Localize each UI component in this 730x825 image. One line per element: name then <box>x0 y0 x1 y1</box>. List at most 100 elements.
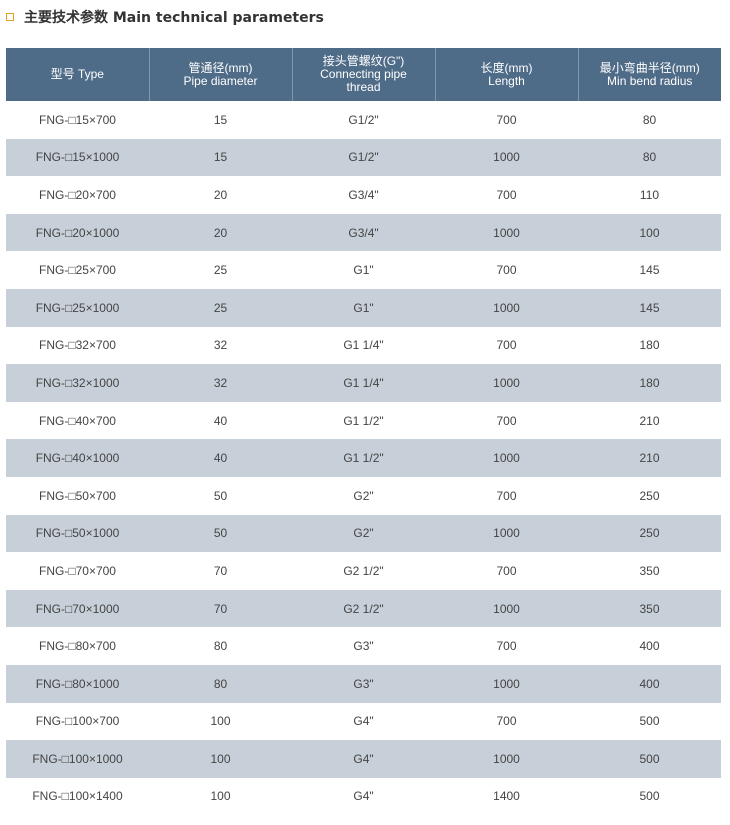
table-row: FNG-□100×1000 100 G4" 1000 500 <box>6 740 721 778</box>
cell-length: 700 <box>435 552 578 590</box>
cell-type: FNG-□80×700 <box>6 627 149 665</box>
table-row: FNG-□50×700 50 G2" 700 250 <box>6 476 721 515</box>
table-body: FNG-□15×700 15 G1/2" 700 80 FNG-□15×1000 15 G1/… <box>6 101 721 816</box>
cell-length: 700 <box>435 476 578 515</box>
cell-thread: G3" <box>292 627 435 665</box>
cell-length: 1000 <box>435 664 578 703</box>
header-length: 长度(mm) Length <box>434 48 578 101</box>
cell-pipe-diameter: 15 <box>149 138 292 177</box>
cell-type: FNG-□100×700 <box>6 702 149 741</box>
cell-type: FNG-□15×700 <box>6 101 149 139</box>
header-pipe-diameter: 管通径(mm) Pipe diameter <box>148 48 292 101</box>
cell-thread: G4" <box>292 777 435 816</box>
cell-thread: G1 1/4" <box>292 364 435 402</box>
cell-type: FNG-□70×700 <box>6 552 149 590</box>
table-row: FNG-□25×1000 25 G1" 1000 145 <box>6 288 721 327</box>
cell-pipe-diameter: 20 <box>149 176 292 214</box>
header-connecting-thread: 接头管螺纹(G") Connecting pipe thread <box>291 48 435 101</box>
cell-bend-radius: 500 <box>578 702 721 741</box>
cell-type: FNG-□15×1000 <box>6 138 149 177</box>
cell-pipe-diameter: 80 <box>149 664 292 703</box>
table-row: FNG-□40×1000 40 G1 1/2" 1000 210 <box>6 439 721 477</box>
cell-thread: G1 1/2" <box>292 439 435 477</box>
cell-bend-radius: 145 <box>578 288 721 327</box>
cell-type: FNG-□20×1000 <box>6 213 149 252</box>
cell-length: 1000 <box>435 514 578 553</box>
cell-type: FNG-□100×1000 <box>6 740 149 778</box>
table-row: FNG-□32×700 32 G1 1/4" 700 180 <box>6 326 721 365</box>
cell-type: FNG-□50×1000 <box>6 514 149 553</box>
cell-bend-radius: 250 <box>578 476 721 515</box>
cell-length: 1000 <box>435 589 578 628</box>
cell-pipe-diameter: 20 <box>149 213 292 252</box>
cell-bend-radius: 400 <box>578 664 721 703</box>
cell-type: FNG-□40×1000 <box>6 439 149 477</box>
cell-thread: G3/4" <box>292 176 435 214</box>
table-row: FNG-□70×700 70 G2 1/2" 700 350 <box>6 552 721 590</box>
cell-thread: G3/4" <box>292 213 435 252</box>
cell-thread: G1/2" <box>292 138 435 177</box>
table-row: FNG-□15×1000 15 G1/2" 1000 80 <box>6 138 721 177</box>
cell-type: FNG-□32×1000 <box>6 364 149 402</box>
cell-pipe-diameter: 100 <box>149 777 292 816</box>
table-row: FNG-□100×1400 100 G4" 1400 500 <box>6 777 721 816</box>
cell-length: 700 <box>435 702 578 741</box>
cell-pipe-diameter: 50 <box>149 476 292 515</box>
cell-type: FNG-□50×700 <box>6 476 149 515</box>
cell-type: FNG-□80×1000 <box>6 664 149 703</box>
cell-length: 700 <box>435 401 578 440</box>
cell-pipe-diameter: 32 <box>149 364 292 402</box>
table-row: FNG-□80×700 80 G3" 700 400 <box>6 627 721 665</box>
parameters-table-container: 型号 Type 管通径(mm) Pipe diameter 接头管螺纹(G") … <box>6 48 721 816</box>
section-title: 主要技术参数 Main technical parameters <box>6 7 324 27</box>
cell-pipe-diameter: 80 <box>149 627 292 665</box>
table-row: FNG-□25×700 25 G1" 700 145 <box>6 251 721 289</box>
cell-bend-radius: 80 <box>578 101 721 139</box>
cell-length: 1000 <box>435 439 578 477</box>
cell-thread: G1" <box>292 288 435 327</box>
cell-bend-radius: 110 <box>578 176 721 214</box>
cell-pipe-diameter: 32 <box>149 326 292 365</box>
table-row: FNG-□70×1000 70 G2 1/2" 1000 350 <box>6 589 721 628</box>
cell-bend-radius: 180 <box>578 364 721 402</box>
cell-thread: G2" <box>292 514 435 553</box>
cell-bend-radius: 210 <box>578 401 721 440</box>
table-header-row: 型号 Type 管通径(mm) Pipe diameter 接头管螺纹(G") … <box>6 48 721 101</box>
cell-pipe-diameter: 70 <box>149 589 292 628</box>
cell-type: FNG-□100×1400 <box>6 777 149 816</box>
parameters-table: 型号 Type 管通径(mm) Pipe diameter 接头管螺纹(G") … <box>6 48 721 816</box>
cell-bend-radius: 100 <box>578 213 721 252</box>
cell-thread: G1" <box>292 251 435 289</box>
cell-length: 700 <box>435 101 578 139</box>
cell-bend-radius: 145 <box>578 251 721 289</box>
cell-thread: G4" <box>292 740 435 778</box>
cell-type: FNG-□20×700 <box>6 176 149 214</box>
cell-pipe-diameter: 100 <box>149 740 292 778</box>
cell-bend-radius: 500 <box>578 777 721 816</box>
table-row: FNG-□50×1000 50 G2" 1000 250 <box>6 514 721 553</box>
cell-length: 1000 <box>435 213 578 252</box>
cell-type: FNG-□32×700 <box>6 326 149 365</box>
cell-pipe-diameter: 25 <box>149 288 292 327</box>
cell-pipe-diameter: 70 <box>149 552 292 590</box>
cell-pipe-diameter: 40 <box>149 401 292 440</box>
cell-type: FNG-□25×1000 <box>6 288 149 327</box>
cell-length: 700 <box>435 176 578 214</box>
cell-thread: G1/2" <box>292 101 435 139</box>
cell-type: FNG-□70×1000 <box>6 589 149 628</box>
cell-bend-radius: 80 <box>578 138 721 177</box>
header-type: 型号 Type <box>6 48 149 101</box>
cell-thread: G2 1/2" <box>292 552 435 590</box>
square-outline-icon <box>6 13 14 21</box>
table-row: FNG-□100×700 100 G4" 700 500 <box>6 702 721 741</box>
cell-length: 1000 <box>435 288 578 327</box>
cell-bend-radius: 210 <box>578 439 721 477</box>
cell-length: 1000 <box>435 740 578 778</box>
cell-length: 1000 <box>435 138 578 177</box>
cell-bend-radius: 250 <box>578 514 721 553</box>
cell-pipe-diameter: 15 <box>149 101 292 139</box>
cell-bend-radius: 180 <box>578 326 721 365</box>
cell-length: 700 <box>435 326 578 365</box>
cell-bend-radius: 350 <box>578 552 721 590</box>
cell-length: 700 <box>435 251 578 289</box>
